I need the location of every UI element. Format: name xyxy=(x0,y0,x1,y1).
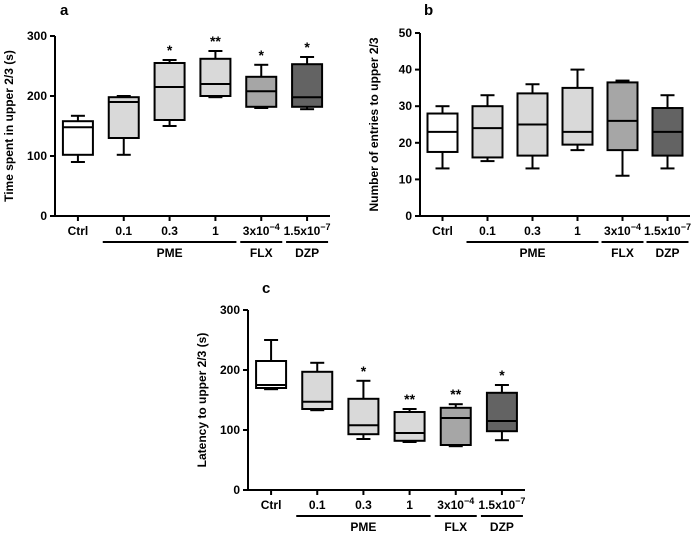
x-tick-label: 1 xyxy=(212,224,219,238)
box-4: ** xyxy=(439,386,472,448)
box-1 xyxy=(107,95,140,156)
box-3 xyxy=(561,68,594,152)
y-tick-label: 0 xyxy=(233,483,240,497)
x-tick-label: Ctrl xyxy=(68,224,89,238)
x-tick-label: 0.3 xyxy=(161,224,178,238)
x-tick-label: 3x10−4 xyxy=(604,222,641,238)
panel-label: c xyxy=(262,280,270,297)
y-axis-title: Time spent in upper 2/3 (s) xyxy=(2,50,16,202)
y-tick-label: 100 xyxy=(220,423,240,437)
y-tick-label: 200 xyxy=(27,89,47,103)
y-tick-label: 20 xyxy=(399,136,413,150)
box-2: * xyxy=(347,363,380,440)
iqr-box xyxy=(471,105,504,159)
x-tick-label: 0.3 xyxy=(355,498,372,512)
significance-mark: * xyxy=(304,39,310,55)
panel-b: b 0 10 20 30 40 50 Number of entries to upper 2… xyxy=(367,2,691,260)
x-tick-label: 0.1 xyxy=(309,498,326,512)
iqr-box xyxy=(199,57,232,97)
group-label: DZP xyxy=(490,520,514,534)
box-4 xyxy=(606,79,639,177)
group-label: DZP xyxy=(295,246,319,260)
y-tick-label: 200 xyxy=(220,363,240,377)
iqr-box xyxy=(255,360,288,389)
y-tick-label: 30 xyxy=(399,99,413,113)
box-5: * xyxy=(291,39,324,111)
x-tick-label: 0.1 xyxy=(479,224,496,238)
group-label: FLX xyxy=(250,246,273,260)
significance-mark: * xyxy=(361,363,367,379)
box-1 xyxy=(471,94,504,163)
box-0 xyxy=(255,339,288,391)
y-axis-title: Latency to upper 2/3 (s) xyxy=(195,333,209,468)
box-2 xyxy=(516,83,549,170)
x-tick-label: 1.5x10−7 xyxy=(478,496,525,512)
x-tick-label: Ctrl xyxy=(261,498,282,512)
iqr-box xyxy=(485,391,518,433)
panel-label: a xyxy=(60,2,69,19)
y-tick-label: 40 xyxy=(399,63,413,77)
box-4: * xyxy=(245,47,278,109)
y-tick-label: 100 xyxy=(27,149,47,163)
y-tick-label: 0 xyxy=(40,209,47,223)
significance-mark: * xyxy=(499,367,505,383)
group-label: PME xyxy=(519,246,545,260)
iqr-box xyxy=(301,370,334,410)
x-tick-label: 1.5x10−7 xyxy=(284,222,331,238)
box-3: ** xyxy=(393,391,426,443)
iqr-box xyxy=(439,406,472,446)
box-3: ** xyxy=(199,33,232,99)
x-tick-label: 1.5x10−7 xyxy=(644,222,691,238)
panel-c: c 0 100 200 300 Latency to upper 2/3 (s) Ctrl 0… xyxy=(195,280,525,534)
significance-mark: ** xyxy=(210,33,221,49)
y-tick-label: 300 xyxy=(220,303,240,317)
y-axis-title: Number of entries to upper 2/3 xyxy=(367,37,381,211)
box-5: * xyxy=(485,367,518,442)
box-1 xyxy=(301,361,334,412)
iqr-box xyxy=(606,81,639,152)
y-tick-label: 10 xyxy=(399,172,413,186)
iqr-box xyxy=(561,86,594,146)
panel-label: b xyxy=(424,2,433,19)
significance-mark: ** xyxy=(450,386,461,402)
significance-mark: * xyxy=(167,42,173,58)
x-tick-label: 1 xyxy=(574,224,581,238)
group-label: PME xyxy=(157,246,183,260)
significance-mark: ** xyxy=(404,391,415,407)
x-tick-label: 3x10−4 xyxy=(243,222,280,238)
iqr-box xyxy=(347,397,380,436)
panel-a: a 0 100 200 300 Time spent in upper 2/3 (s) Ct… xyxy=(2,2,331,260)
iqr-box xyxy=(291,63,324,108)
iqr-box xyxy=(107,96,140,139)
box-5 xyxy=(651,94,684,170)
y-tick-label: 50 xyxy=(399,26,413,40)
iqr-box xyxy=(393,411,426,442)
significance-mark: * xyxy=(259,47,265,63)
x-tick-label: 0.3 xyxy=(524,224,541,238)
iqr-box xyxy=(153,62,186,121)
box-0 xyxy=(61,114,94,163)
group-label: PME xyxy=(350,520,376,534)
x-tick-label: 3x10−4 xyxy=(437,496,474,512)
x-tick-label: 0.1 xyxy=(115,224,132,238)
x-tick-label: Ctrl xyxy=(432,224,453,238)
x-tick-label: 1 xyxy=(406,498,413,512)
y-tick-label: 300 xyxy=(27,29,47,43)
y-tick-label: 0 xyxy=(405,209,412,223)
box-0 xyxy=(426,105,459,170)
group-label: FLX xyxy=(611,246,634,260)
group-label: DZP xyxy=(656,246,680,260)
box-2: * xyxy=(153,42,186,127)
group-label: FLX xyxy=(444,520,467,534)
